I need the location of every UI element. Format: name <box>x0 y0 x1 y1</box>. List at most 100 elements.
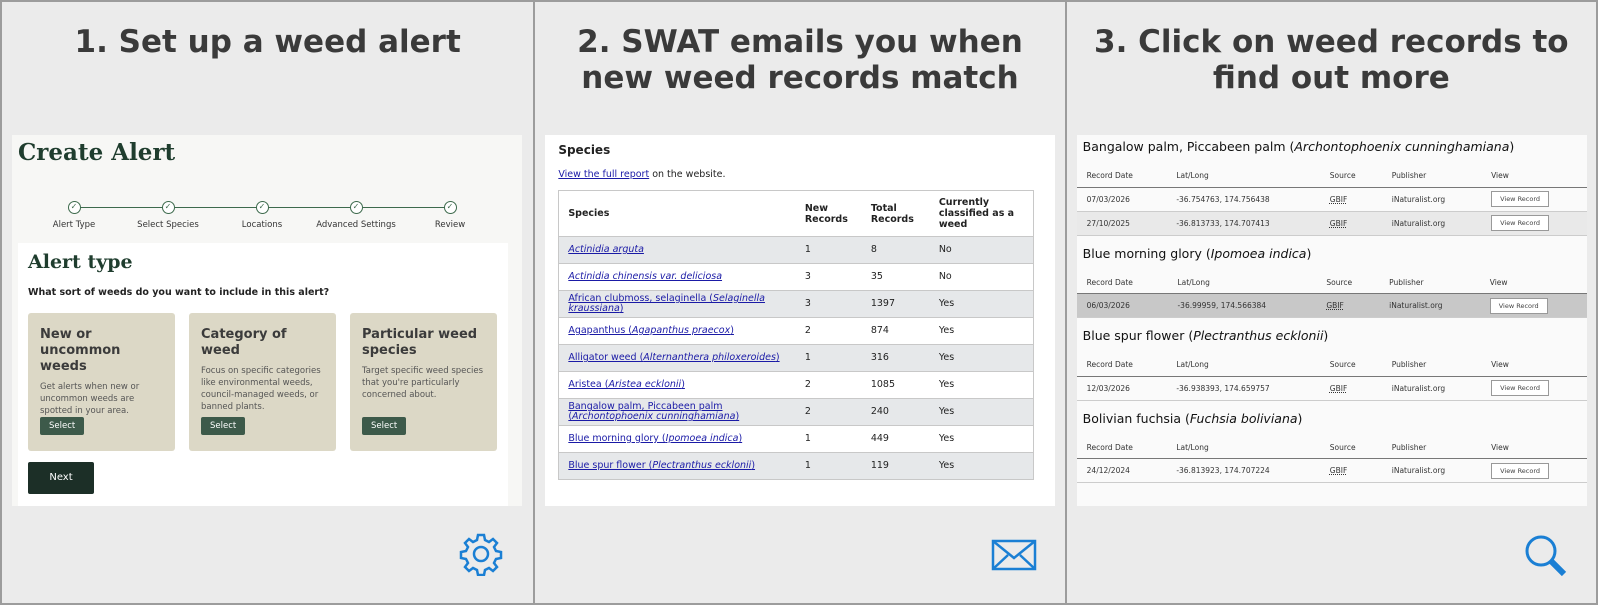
record-row: 07/03/2026 -36.754763, 174.756438 GBIF iNat… <box>1076 187 1587 212</box>
species-link[interactable]: Blue spur flower (Plectranthus ecklonii) <box>558 452 796 480</box>
step-label: Review <box>434 220 466 230</box>
step: ✓ Select Species <box>118 201 218 230</box>
weed-status: Yes <box>929 452 1034 480</box>
step-check: ✓ <box>67 201 81 214</box>
common-name: Blue morning glory ( <box>1082 245 1211 261</box>
stepper: ✓ Alert Type ✓ Select Species ✓ Locations ✓ Adv… <box>12 197 512 237</box>
name-close: ) <box>681 379 685 390</box>
name-close: ) <box>1323 328 1329 343</box>
new-records: 2 <box>795 317 862 345</box>
species-link[interactable]: Blue morning glory (Ipomoea indica) <box>558 425 796 453</box>
step-label: Alert Type <box>52 220 96 230</box>
lat-long: -36.754763, 174.756438 <box>1166 187 1320 212</box>
name-close: ) <box>775 352 780 363</box>
email-screenshot: Species View the full report on the webs… <box>545 135 1056 506</box>
species-link[interactable]: African clubmoss, selaginella (Selaginel… <box>558 290 796 318</box>
species-row: Alligator weed (Alternanthera philoxeroi… <box>558 344 1034 372</box>
species-link[interactable]: Agapanthus (Agapanthus praecox) <box>558 317 796 345</box>
name-close: ) <box>1509 139 1515 154</box>
header-row: Species New Records Total Records Currently… <box>558 190 1034 237</box>
total-records: 240 <box>861 398 930 426</box>
weed-status: Yes <box>929 290 1034 318</box>
report-line: View the full report on the website. <box>558 169 725 180</box>
column-header: Lat/Long <box>1167 271 1317 294</box>
new-records: 1 <box>795 425 862 453</box>
view-record-button[interactable]: View Record <box>1491 380 1550 396</box>
lat-long: -36.813733, 174.707413 <box>1166 211 1320 236</box>
view-record-button[interactable]: View Record <box>1491 462 1550 479</box>
report-link[interactable]: View the full report <box>558 169 650 180</box>
scientific-name: Archontophoenix cunninghamiana <box>572 411 736 422</box>
publisher: iNaturalist.org <box>1381 458 1482 483</box>
common-name: Blue spur flower ( <box>1082 328 1194 343</box>
species-link[interactable]: Aristea (Aristea ecklonii) <box>558 371 796 399</box>
section-title: Alert type <box>28 251 133 273</box>
scientific-name: Actinidia arguta <box>568 244 644 255</box>
header-row: Record Date Lat/Long Source Publisher View <box>1076 271 1587 294</box>
species-heading: Blue morning glory (Ipomoea indica) <box>1077 242 1587 272</box>
column-header: View <box>1481 436 1587 459</box>
select-button[interactable]: Select <box>201 417 246 435</box>
species-link[interactable]: Actinidia arguta <box>558 236 796 264</box>
record-group: Blue spur flower (Plectranthus ecklonii)… <box>1076 324 1587 401</box>
option-card[interactable]: Category of weed Focus on specific catego… <box>189 313 336 451</box>
species-link[interactable]: Alligator weed (Alternanthera philoxeroi… <box>558 344 796 372</box>
species-row: Agapanthus (Agapanthus praecox) 2 874 Yes <box>558 317 1034 345</box>
common-name: Agapanthus ( <box>568 325 632 336</box>
record-date: 07/03/2026 <box>1076 187 1167 212</box>
scientific-name: Actinidia chinensis var. deliciosa <box>568 271 723 282</box>
total-records: 449 <box>861 425 930 453</box>
common-name: Blue spur flower ( <box>568 460 653 471</box>
name-close: ) <box>751 460 756 471</box>
total-records: 35 <box>861 263 930 291</box>
name-close: ) <box>1297 410 1303 426</box>
column-header: Source <box>1319 436 1382 459</box>
scientific-name: Ipomoea indica <box>1210 245 1307 261</box>
view-record-button[interactable]: View Record <box>1491 215 1550 231</box>
records-table: Record Date Lat/Long Source Publisher View 24… <box>1076 436 1587 483</box>
record-row: 24/12/2024 -36.813923, 174.707224 GBIF iNat… <box>1076 458 1587 483</box>
option-card[interactable]: Particular weed species Target specific w… <box>350 313 497 451</box>
species-row: Actinidia chinensis var. deliciosa 3 35 No <box>558 263 1034 291</box>
species-link[interactable]: Actinidia chinensis var. deliciosa <box>558 263 796 291</box>
view-record-button[interactable]: View Record <box>1491 191 1550 207</box>
name-close: ) <box>1306 245 1312 261</box>
record-group: Bolivian fuchsia (Fuchsia boliviana) Reco… <box>1076 407 1587 483</box>
weed-status: Yes <box>929 371 1034 399</box>
total-records: 119 <box>861 452 930 480</box>
common-name: Bangalow palm, Piccabeen palm ( <box>568 401 723 422</box>
total-records: 1085 <box>861 371 930 399</box>
species-table: Species New Records Total Records Currently… <box>558 190 1035 480</box>
view-cell: View Record <box>1481 187 1587 212</box>
view-cell: View Record <box>1481 211 1587 236</box>
species-link[interactable]: Bangalow palm, Piccabeen palm (Archontop… <box>558 398 796 426</box>
lat-long: -36.813923, 174.707224 <box>1166 458 1320 483</box>
scientific-name: Aristea ecklonii <box>608 379 682 390</box>
card-text: Focus on specific categories like enviro… <box>201 366 321 412</box>
step: ✓ Locations <box>212 201 312 230</box>
column-header: Record Date <box>1076 354 1167 377</box>
records-table: Record Date Lat/Long Source Publisher View 12… <box>1076 354 1587 401</box>
column-header: Lat/Long <box>1166 436 1320 459</box>
record-date: 06/03/2026 <box>1076 293 1168 318</box>
weed-status: Yes <box>929 425 1034 453</box>
page-heading: Create Alert <box>18 139 176 166</box>
publisher: iNaturalist.org <box>1379 293 1480 318</box>
scientific-name: Fuchsia boliviana <box>1189 410 1298 426</box>
scientific-name: Plectranthus ecklonii <box>652 460 752 471</box>
view-cell: View Record <box>1481 458 1587 483</box>
view-cell: View Record <box>1481 376 1587 401</box>
record-date: 12/03/2026 <box>1076 376 1167 401</box>
name-close: ) <box>735 411 740 422</box>
view-cell: View Record <box>1479 293 1587 318</box>
column-header: Record Date <box>1076 271 1168 294</box>
source: GBIF <box>1316 293 1380 318</box>
view-record-button[interactable]: View Record <box>1489 297 1548 314</box>
option-card[interactable]: New or uncommon weeds Get alerts when new… <box>28 313 175 451</box>
record-group: Blue morning glory (Ipomoea indica) Recor… <box>1076 242 1587 318</box>
common-name: African clubmoss, selaginella ( <box>568 293 713 304</box>
select-button[interactable]: Select <box>362 417 407 435</box>
select-button[interactable]: Select <box>40 417 85 435</box>
next-button[interactable]: Next <box>28 462 94 494</box>
